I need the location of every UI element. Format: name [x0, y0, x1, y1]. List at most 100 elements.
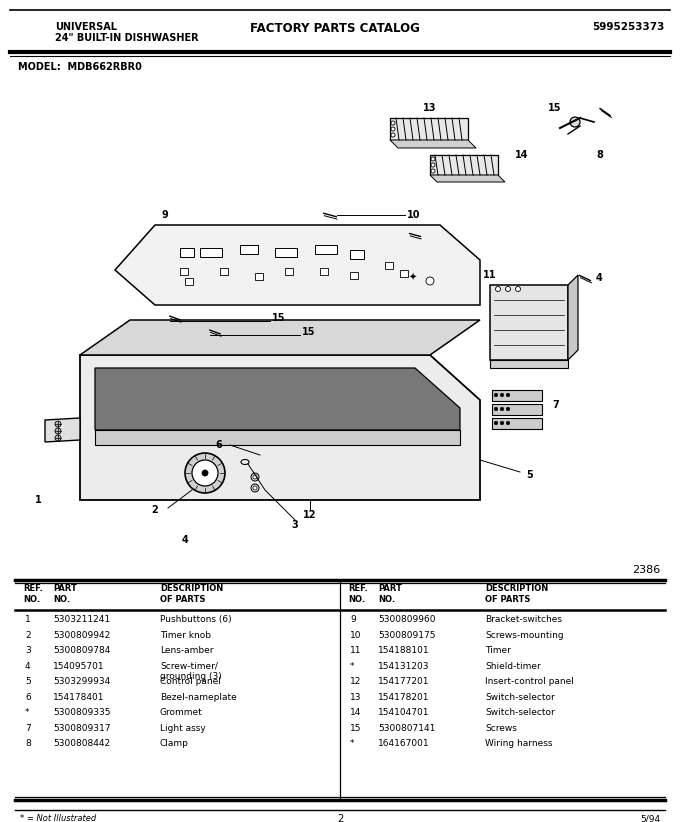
- Circle shape: [55, 428, 61, 434]
- Bar: [350, 250, 364, 259]
- Bar: [400, 270, 408, 277]
- Circle shape: [391, 133, 395, 137]
- Circle shape: [494, 393, 498, 397]
- Text: 154188101: 154188101: [378, 646, 430, 655]
- Circle shape: [431, 163, 435, 167]
- Circle shape: [570, 117, 580, 127]
- Text: 5: 5: [25, 677, 31, 686]
- Text: 154131203: 154131203: [378, 662, 430, 671]
- Text: 3: 3: [292, 520, 299, 530]
- Text: 14: 14: [350, 708, 361, 717]
- Text: MODEL:  MDB662RBR0: MODEL: MDB662RBR0: [18, 62, 142, 72]
- Text: 4: 4: [25, 662, 31, 671]
- Text: ✦: ✦: [409, 273, 417, 283]
- Polygon shape: [95, 368, 460, 430]
- Bar: [490, 285, 568, 360]
- Text: 13: 13: [423, 103, 437, 113]
- Circle shape: [506, 393, 510, 397]
- Text: 154177201: 154177201: [378, 677, 430, 686]
- Text: 5300809942: 5300809942: [53, 630, 110, 640]
- Text: 2: 2: [152, 505, 158, 515]
- Ellipse shape: [241, 459, 249, 464]
- Circle shape: [253, 475, 257, 479]
- Circle shape: [251, 473, 259, 481]
- Circle shape: [251, 484, 259, 492]
- Text: PART
NO.: PART NO.: [378, 584, 402, 604]
- Text: 15: 15: [302, 327, 316, 337]
- Text: 15: 15: [350, 723, 362, 732]
- Polygon shape: [95, 430, 460, 445]
- Bar: [220, 268, 228, 275]
- Bar: [275, 248, 297, 257]
- Text: REF.
NO.: REF. NO.: [348, 584, 368, 604]
- Text: Insert-control panel: Insert-control panel: [485, 677, 574, 686]
- Bar: [385, 262, 393, 269]
- Circle shape: [253, 486, 257, 490]
- Text: 154095701: 154095701: [53, 662, 105, 671]
- Polygon shape: [45, 418, 80, 442]
- Text: 1: 1: [35, 495, 41, 505]
- Text: *: *: [350, 662, 354, 671]
- Circle shape: [494, 421, 498, 425]
- Text: 2: 2: [337, 814, 343, 822]
- Text: 5/94: 5/94: [640, 814, 660, 822]
- Circle shape: [202, 470, 208, 476]
- Text: 154104701: 154104701: [378, 708, 430, 717]
- Text: Lens-amber: Lens-amber: [160, 646, 214, 655]
- Circle shape: [500, 421, 504, 425]
- Text: * = Not Illustrated: * = Not Illustrated: [20, 814, 97, 822]
- Text: 10: 10: [407, 210, 420, 220]
- Polygon shape: [115, 225, 480, 305]
- Circle shape: [505, 287, 511, 292]
- Text: 5300809317: 5300809317: [53, 723, 110, 732]
- Circle shape: [391, 127, 395, 131]
- Text: 10: 10: [350, 630, 362, 640]
- Text: 5300809175: 5300809175: [378, 630, 435, 640]
- Text: 7: 7: [552, 400, 559, 410]
- Text: 3: 3: [25, 646, 31, 655]
- Bar: [200, 248, 222, 257]
- Circle shape: [506, 421, 510, 425]
- Circle shape: [55, 421, 61, 427]
- Polygon shape: [80, 320, 480, 355]
- Text: 6: 6: [216, 440, 222, 450]
- Text: 9: 9: [350, 615, 356, 624]
- Circle shape: [431, 157, 435, 161]
- Text: Pushbuttons (6): Pushbuttons (6): [160, 615, 232, 624]
- Text: DESCRIPTION
OF PARTS: DESCRIPTION OF PARTS: [485, 584, 548, 604]
- Text: 9: 9: [162, 210, 169, 220]
- Text: 5300809960: 5300809960: [378, 615, 435, 624]
- Text: 5300809784: 5300809784: [53, 646, 110, 655]
- Bar: [492, 418, 542, 429]
- Text: Timer: Timer: [485, 646, 511, 655]
- Text: 5995253373: 5995253373: [593, 22, 665, 32]
- Text: 5303299934: 5303299934: [53, 677, 110, 686]
- Circle shape: [506, 407, 510, 411]
- Text: 5303211241: 5303211241: [53, 615, 110, 624]
- Bar: [185, 278, 193, 285]
- Text: REF.
NO.: REF. NO.: [23, 584, 43, 604]
- Text: Bezel-nameplate: Bezel-nameplate: [160, 692, 237, 701]
- Bar: [180, 248, 194, 257]
- Text: 154178201: 154178201: [378, 692, 430, 701]
- Text: Light assy: Light assy: [160, 723, 206, 732]
- Text: Clamp: Clamp: [160, 739, 189, 748]
- Text: 15: 15: [272, 313, 286, 323]
- Text: 164167001: 164167001: [378, 739, 430, 748]
- Text: Wiring harness: Wiring harness: [485, 739, 552, 748]
- Circle shape: [426, 277, 434, 285]
- Circle shape: [391, 121, 395, 125]
- Text: Switch-selector: Switch-selector: [485, 708, 555, 717]
- Bar: [320, 268, 328, 275]
- Text: FACTORY PARTS CATALOG: FACTORY PARTS CATALOG: [250, 22, 420, 35]
- Text: 2386: 2386: [632, 565, 660, 575]
- Text: Screws: Screws: [485, 723, 517, 732]
- Text: Screws-mounting: Screws-mounting: [485, 630, 564, 640]
- Circle shape: [500, 393, 504, 397]
- Text: 1: 1: [25, 615, 31, 624]
- Polygon shape: [568, 275, 578, 360]
- Text: 4: 4: [182, 535, 188, 545]
- Text: Control panel: Control panel: [160, 677, 221, 686]
- Bar: [430, 155, 498, 175]
- Text: 12: 12: [303, 510, 317, 520]
